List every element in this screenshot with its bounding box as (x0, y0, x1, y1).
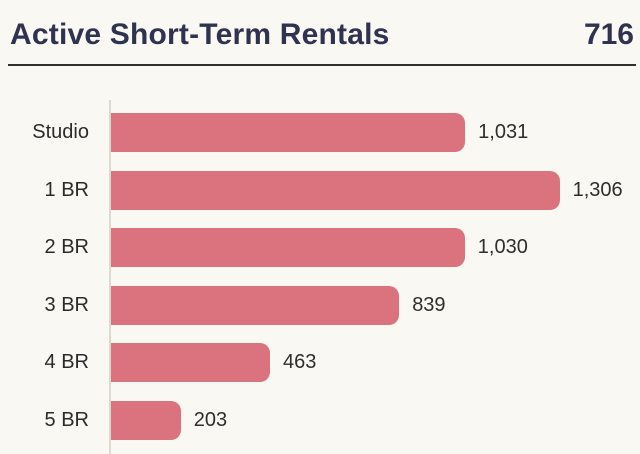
bar (111, 343, 271, 383)
bar-track: 1,306 (111, 170, 640, 210)
chart-row: 2 BR 1,030 (0, 219, 640, 277)
bar (111, 285, 400, 325)
bar-label: 1 BR (44, 178, 89, 201)
chart-row: 3 BR 839 (0, 277, 640, 335)
bar-label: 3 BR (44, 293, 89, 316)
bar-track: 203 (111, 400, 640, 440)
total-count: 716 (583, 18, 634, 51)
chart-row: Studio 1,031 (0, 104, 640, 162)
bar (111, 113, 466, 153)
bar-value: 1,031 (478, 121, 529, 144)
bar-chart: Studio 1,031 1 BR 1,306 2 BR 1,030 3 BR (0, 100, 640, 454)
bar-value: 1,306 (572, 178, 623, 201)
bar-value: 839 (412, 293, 446, 316)
bar-label: Studio (32, 121, 89, 144)
bar-track: 839 (111, 285, 640, 325)
bar-label: 5 BR (44, 408, 89, 431)
bar-value: 203 (193, 408, 228, 431)
card-title: Active Short-Term Rentals (10, 18, 390, 51)
bar-label: 2 BR (44, 236, 89, 259)
chart-row: 5 BR 203 (0, 392, 640, 450)
bar-value: 463 (283, 351, 317, 374)
card-header: Active Short-Term Rentals 716 (0, 0, 640, 55)
bar (111, 170, 560, 210)
y-axis-line (109, 100, 111, 454)
chart-row: 4 BR 463 (0, 334, 640, 392)
bar-label: 4 BR (44, 351, 89, 374)
bar-track: 1,030 (111, 228, 640, 268)
bar (111, 228, 465, 268)
header-divider (8, 64, 636, 66)
bar-track: 463 (111, 343, 640, 383)
chart-row: 1 BR 1,306 (0, 162, 640, 220)
bar-value: 1,030 (477, 236, 528, 259)
bar-track: 1,031 (111, 113, 640, 153)
bar (111, 400, 181, 440)
